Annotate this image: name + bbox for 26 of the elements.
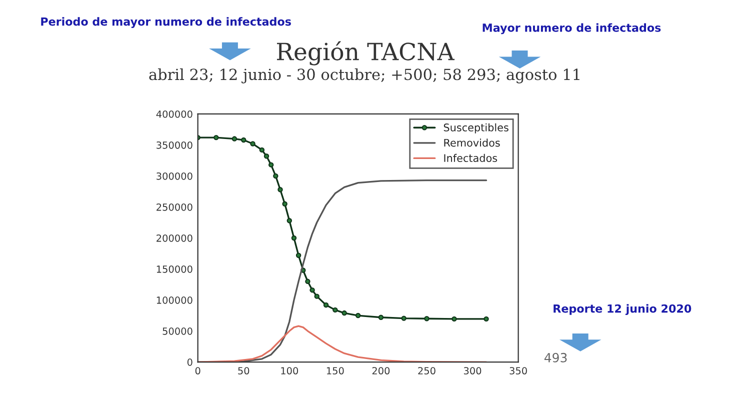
y-tick-label: 200000 xyxy=(156,234,192,242)
y-tick-label: 0 xyxy=(187,358,192,366)
text: 493 xyxy=(544,352,567,362)
x-tick-label: 250 xyxy=(418,367,436,374)
legend-label: Infectados xyxy=(444,154,498,162)
legend-label: Removidos xyxy=(444,138,500,147)
y-tick-label: 50000 xyxy=(162,328,192,335)
x-tick-label: 50 xyxy=(238,367,250,374)
chart-title: Región TACNA xyxy=(276,41,455,66)
x-tick-label: 300 xyxy=(464,367,482,374)
text: Periodo de mayor numero de infectados xyxy=(41,17,291,28)
x-tick-label: 350 xyxy=(510,367,527,374)
x-tick-label: 0 xyxy=(195,367,200,374)
y-tick-label: 100000 xyxy=(156,296,192,304)
x-tick-label: 150 xyxy=(326,367,344,374)
y-tick-label: 250000 xyxy=(156,203,192,211)
y-tick-label: 150000 xyxy=(156,265,192,273)
text: Mayor numero de infectados xyxy=(482,23,661,34)
x-tick-label: 100 xyxy=(281,367,298,374)
text: Reporte 12 junio 2020 xyxy=(554,304,692,315)
chart-subtitle: abril 23; 12 junio - 30 octubre; +500; 58 293; agosto 11 xyxy=(149,68,580,84)
y-tick-label: 350000 xyxy=(156,141,192,149)
legend-label: Susceptibles xyxy=(444,123,508,134)
x-tick-label: 200 xyxy=(372,367,390,374)
y-tick-label: 400000 xyxy=(156,110,192,118)
y-tick-label: 300000 xyxy=(156,172,192,180)
